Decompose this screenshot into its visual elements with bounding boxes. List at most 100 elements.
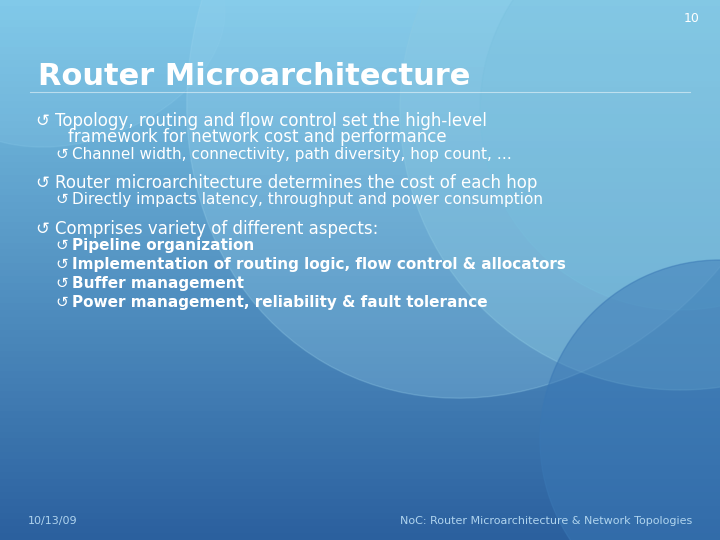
Bar	[0, 499, 720, 507]
Circle shape	[480, 0, 720, 310]
Bar	[0, 364, 720, 372]
Bar	[0, 161, 720, 168]
Bar	[0, 128, 720, 135]
Bar	[0, 148, 720, 156]
Bar	[0, 344, 720, 351]
Bar	[0, 229, 720, 237]
Bar	[0, 391, 720, 399]
Bar	[0, 33, 720, 40]
Bar	[0, 222, 720, 230]
Bar	[0, 188, 720, 195]
Bar	[0, 202, 720, 209]
Bar	[0, 0, 720, 6]
Text: ↺: ↺	[55, 276, 68, 291]
Text: Router microarchitecture determines the cost of each hop: Router microarchitecture determines the …	[55, 174, 537, 192]
Bar	[0, 350, 720, 357]
Text: Directly impacts latency, throughput and power consumption: Directly impacts latency, throughput and…	[72, 192, 543, 207]
Bar	[0, 94, 720, 102]
Bar	[0, 263, 720, 270]
Bar	[0, 168, 720, 176]
Bar	[0, 276, 720, 284]
Bar	[0, 283, 720, 291]
Bar	[0, 371, 720, 378]
Bar	[0, 175, 720, 183]
Bar	[0, 411, 720, 418]
Bar	[0, 141, 720, 149]
Bar	[0, 107, 720, 115]
Text: Router Microarchitecture: Router Microarchitecture	[38, 62, 470, 91]
Text: Buffer management: Buffer management	[72, 276, 244, 291]
Bar	[0, 384, 720, 391]
Text: ↺: ↺	[55, 295, 68, 310]
Bar	[0, 357, 720, 364]
Bar	[0, 256, 720, 263]
Bar	[0, 53, 720, 60]
Bar	[0, 303, 720, 310]
Text: ↺: ↺	[35, 174, 49, 192]
Bar	[0, 465, 720, 472]
Bar	[0, 485, 720, 492]
Bar	[0, 215, 720, 222]
Bar	[0, 209, 720, 216]
Bar	[0, 290, 720, 297]
Bar	[0, 330, 720, 338]
Bar	[0, 67, 720, 74]
Bar	[0, 182, 720, 189]
Bar	[0, 431, 720, 438]
Text: Power management, reliability & fault tolerance: Power management, reliability & fault to…	[72, 295, 487, 310]
Bar	[0, 519, 720, 526]
Bar	[0, 377, 720, 384]
Bar	[0, 74, 720, 81]
Bar	[0, 134, 720, 141]
Bar	[0, 506, 720, 513]
Bar	[0, 296, 720, 303]
Bar	[0, 479, 720, 486]
Text: Implementation of routing logic, flow control & allocators: Implementation of routing logic, flow co…	[72, 257, 566, 272]
Bar	[0, 323, 720, 330]
Bar	[0, 404, 720, 411]
Bar	[0, 155, 720, 162]
Text: ↺: ↺	[35, 220, 49, 238]
Bar	[0, 526, 720, 534]
Text: ↺: ↺	[55, 192, 68, 207]
Bar	[0, 425, 720, 432]
Bar	[0, 26, 720, 33]
Bar	[0, 47, 720, 54]
Text: framework for network cost and performance: framework for network cost and performan…	[68, 128, 446, 146]
Ellipse shape	[186, 0, 720, 398]
Bar	[0, 269, 720, 276]
Bar	[0, 438, 720, 445]
Bar	[0, 236, 720, 243]
Bar	[0, 492, 720, 500]
Bar	[0, 337, 720, 345]
Text: Topology, routing and flow control set the high-level: Topology, routing and flow control set t…	[55, 112, 487, 130]
Bar	[0, 452, 720, 459]
Text: NoC: Router Microarchitecture & Network Topologies: NoC: Router Microarchitecture & Network …	[400, 516, 692, 526]
Text: 10/13/09: 10/13/09	[28, 516, 78, 526]
Bar	[0, 20, 720, 27]
Text: ↺: ↺	[55, 147, 68, 162]
Bar	[0, 87, 720, 94]
Bar	[0, 6, 720, 14]
Circle shape	[540, 260, 720, 540]
Text: ↺: ↺	[35, 112, 49, 130]
Bar	[0, 472, 720, 480]
Bar	[0, 445, 720, 453]
Bar	[0, 80, 720, 87]
Bar	[0, 317, 720, 324]
Text: Channel width, connectivity, path diversity, hop count, …: Channel width, connectivity, path divers…	[72, 147, 512, 162]
Bar	[0, 121, 720, 128]
Bar	[0, 533, 720, 540]
Bar	[0, 60, 720, 68]
Bar	[0, 249, 720, 256]
Bar	[0, 40, 720, 47]
Bar	[0, 195, 720, 202]
Bar	[0, 242, 720, 249]
Bar	[0, 398, 720, 405]
Bar	[0, 101, 720, 108]
Bar	[0, 114, 720, 122]
Bar	[0, 310, 720, 317]
Circle shape	[400, 0, 720, 390]
Text: ↺: ↺	[55, 257, 68, 272]
Text: Pipeline organization: Pipeline organization	[72, 238, 254, 253]
